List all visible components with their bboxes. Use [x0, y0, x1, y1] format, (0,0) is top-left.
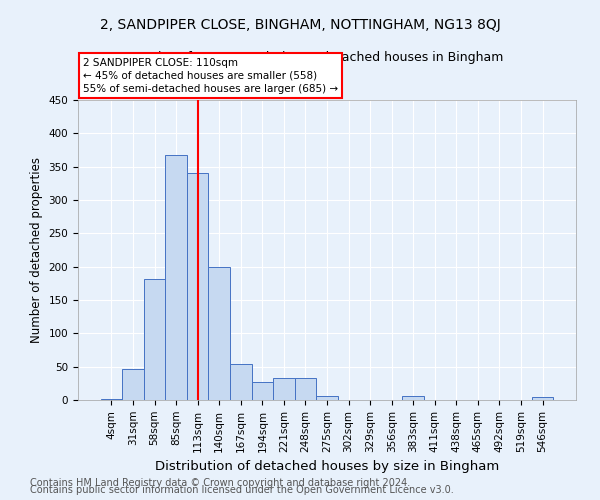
- Title: Size of property relative to detached houses in Bingham: Size of property relative to detached ho…: [151, 51, 503, 64]
- Bar: [230, 364, 251, 400]
- Bar: [144, 278, 166, 400]
- Bar: [273, 378, 295, 400]
- Y-axis label: Number of detached properties: Number of detached properties: [30, 157, 43, 343]
- Bar: [208, 266, 230, 400]
- Bar: [295, 378, 316, 400]
- Text: 2, SANDPIPER CLOSE, BINGHAM, NOTTINGHAM, NG13 8QJ: 2, SANDPIPER CLOSE, BINGHAM, NOTTINGHAM,…: [100, 18, 500, 32]
- Bar: [316, 396, 338, 400]
- Bar: [187, 174, 208, 400]
- Text: 2 SANDPIPER CLOSE: 110sqm
← 45% of detached houses are smaller (558)
55% of semi: 2 SANDPIPER CLOSE: 110sqm ← 45% of detac…: [83, 58, 338, 94]
- Bar: [403, 396, 424, 400]
- Bar: [122, 368, 144, 400]
- Text: Contains public sector information licensed under the Open Government Licence v3: Contains public sector information licen…: [30, 485, 454, 495]
- Bar: [251, 382, 273, 400]
- Bar: [166, 154, 187, 400]
- Bar: [101, 398, 122, 400]
- Text: Contains HM Land Registry data © Crown copyright and database right 2024.: Contains HM Land Registry data © Crown c…: [30, 478, 410, 488]
- Bar: [532, 398, 553, 400]
- X-axis label: Distribution of detached houses by size in Bingham: Distribution of detached houses by size …: [155, 460, 499, 473]
